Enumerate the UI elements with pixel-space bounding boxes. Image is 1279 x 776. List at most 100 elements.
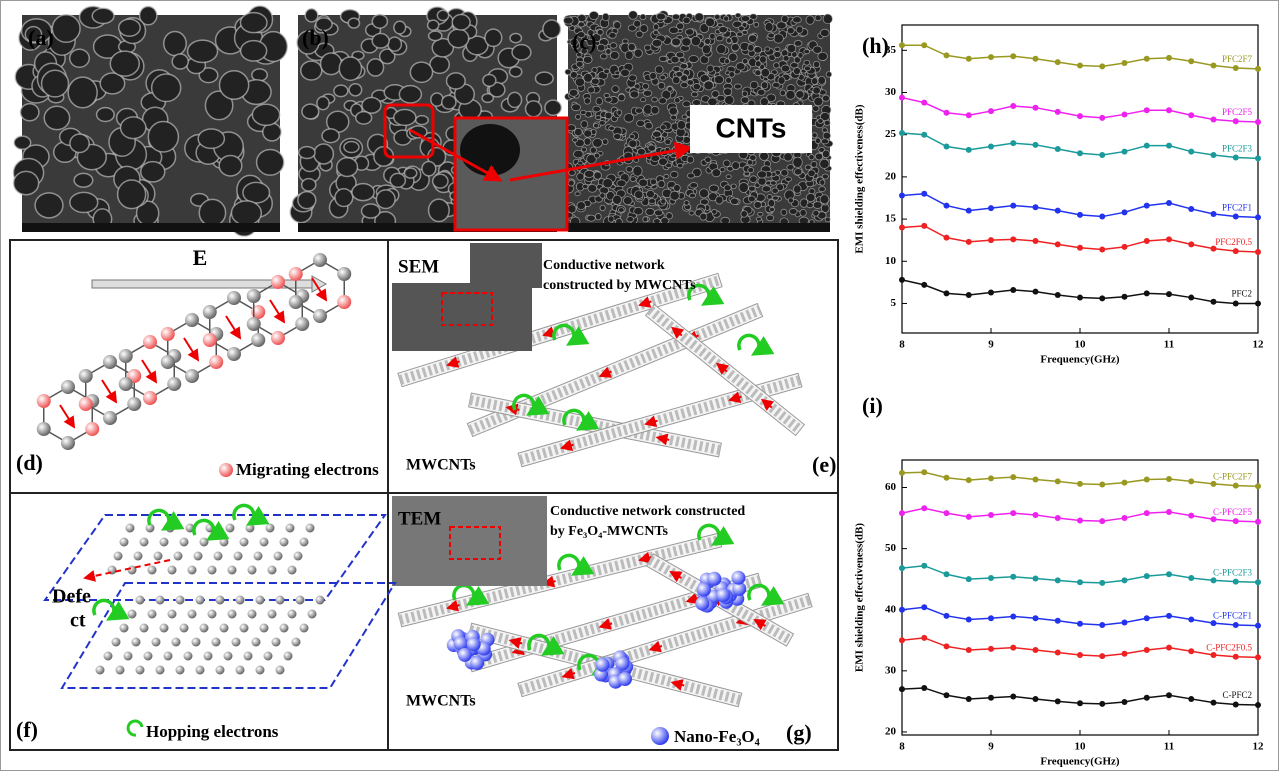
data-point (1188, 295, 1194, 301)
data-point (988, 289, 994, 295)
x-axis-label: Frequency(GHz) (1040, 354, 1120, 366)
pore (748, 44, 754, 51)
series-label: C-PFC2F1 (1213, 611, 1252, 621)
atom (185, 369, 199, 383)
data-point (1122, 480, 1128, 486)
data-point (966, 477, 972, 483)
pore (575, 192, 580, 196)
data-point (1122, 294, 1128, 300)
pore (617, 180, 626, 187)
data-point (921, 100, 927, 106)
caption: constructed by MWCNTs (543, 278, 696, 293)
data-point (966, 112, 972, 118)
atom (126, 524, 135, 533)
pore (724, 185, 731, 191)
pore (148, 122, 178, 152)
nanoparticle (707, 572, 721, 586)
pore (388, 37, 402, 51)
atom (300, 624, 309, 633)
data-point (1077, 652, 1083, 658)
data-point (1233, 483, 1239, 489)
atom (144, 652, 153, 661)
data-point (1055, 618, 1061, 624)
pore (667, 87, 672, 92)
pore (789, 208, 797, 214)
pore (636, 31, 643, 37)
pore (240, 13, 267, 33)
pore (772, 188, 778, 194)
pore (588, 184, 597, 192)
y-tick-label: 40 (885, 603, 897, 615)
pore (757, 89, 765, 95)
pore (765, 22, 773, 31)
data-point (1188, 149, 1194, 155)
atom (208, 610, 217, 619)
pore (577, 202, 586, 210)
atom (313, 253, 327, 267)
pore (119, 19, 141, 36)
pore (626, 166, 633, 172)
pore (42, 70, 69, 97)
data-point (899, 42, 905, 48)
data-point (1233, 579, 1239, 585)
pore (604, 93, 610, 97)
data-point (1144, 615, 1150, 621)
atom (161, 327, 175, 341)
pore (768, 33, 775, 38)
pore (629, 75, 637, 81)
pore (815, 153, 822, 160)
data-point (921, 469, 927, 475)
pore (659, 56, 667, 61)
series-label: C-PFC2F5 (1213, 507, 1253, 517)
data-point (1255, 155, 1261, 161)
y-tick-label: 20 (885, 725, 897, 737)
y-tick-label: 35 (885, 44, 897, 56)
data-point (1211, 700, 1217, 706)
series-label: PFC2F3 (1222, 143, 1253, 153)
atom (96, 666, 105, 675)
pore (344, 141, 359, 152)
pore (164, 32, 186, 56)
pore (726, 78, 732, 84)
pore (429, 31, 442, 40)
pore (614, 133, 621, 139)
pore (580, 110, 586, 114)
data-point (899, 637, 905, 643)
pore (252, 69, 267, 81)
atom (174, 552, 183, 561)
pore (687, 156, 694, 163)
data-point (1010, 203, 1016, 209)
y-tick-label: 5 (891, 297, 897, 309)
data-point (1077, 481, 1083, 487)
pore (670, 191, 679, 200)
x-tick-label: 10 (1075, 339, 1087, 351)
atom (252, 638, 261, 647)
pore (748, 167, 754, 172)
pore (92, 8, 114, 23)
data-point (1233, 65, 1239, 71)
atom (164, 652, 173, 661)
pore (700, 213, 707, 220)
data-point (1055, 109, 1061, 115)
sem-inset (470, 243, 542, 288)
pore (824, 120, 830, 125)
series-label: PFC2F1 (1222, 202, 1252, 212)
atom (266, 524, 275, 533)
data-point (944, 110, 950, 116)
pore (725, 96, 734, 105)
atom (152, 638, 161, 647)
nanoparticle (467, 637, 481, 651)
atom (296, 596, 305, 605)
pore (508, 92, 522, 107)
pore (778, 77, 785, 85)
data-point (1055, 698, 1061, 704)
data-point (1144, 143, 1150, 149)
pore (314, 144, 333, 164)
pore (756, 217, 761, 221)
data-point (1211, 117, 1217, 123)
data-point (966, 696, 972, 702)
atom (220, 624, 229, 633)
data-point (921, 223, 927, 229)
pore (794, 168, 802, 175)
data-point (1033, 105, 1039, 111)
